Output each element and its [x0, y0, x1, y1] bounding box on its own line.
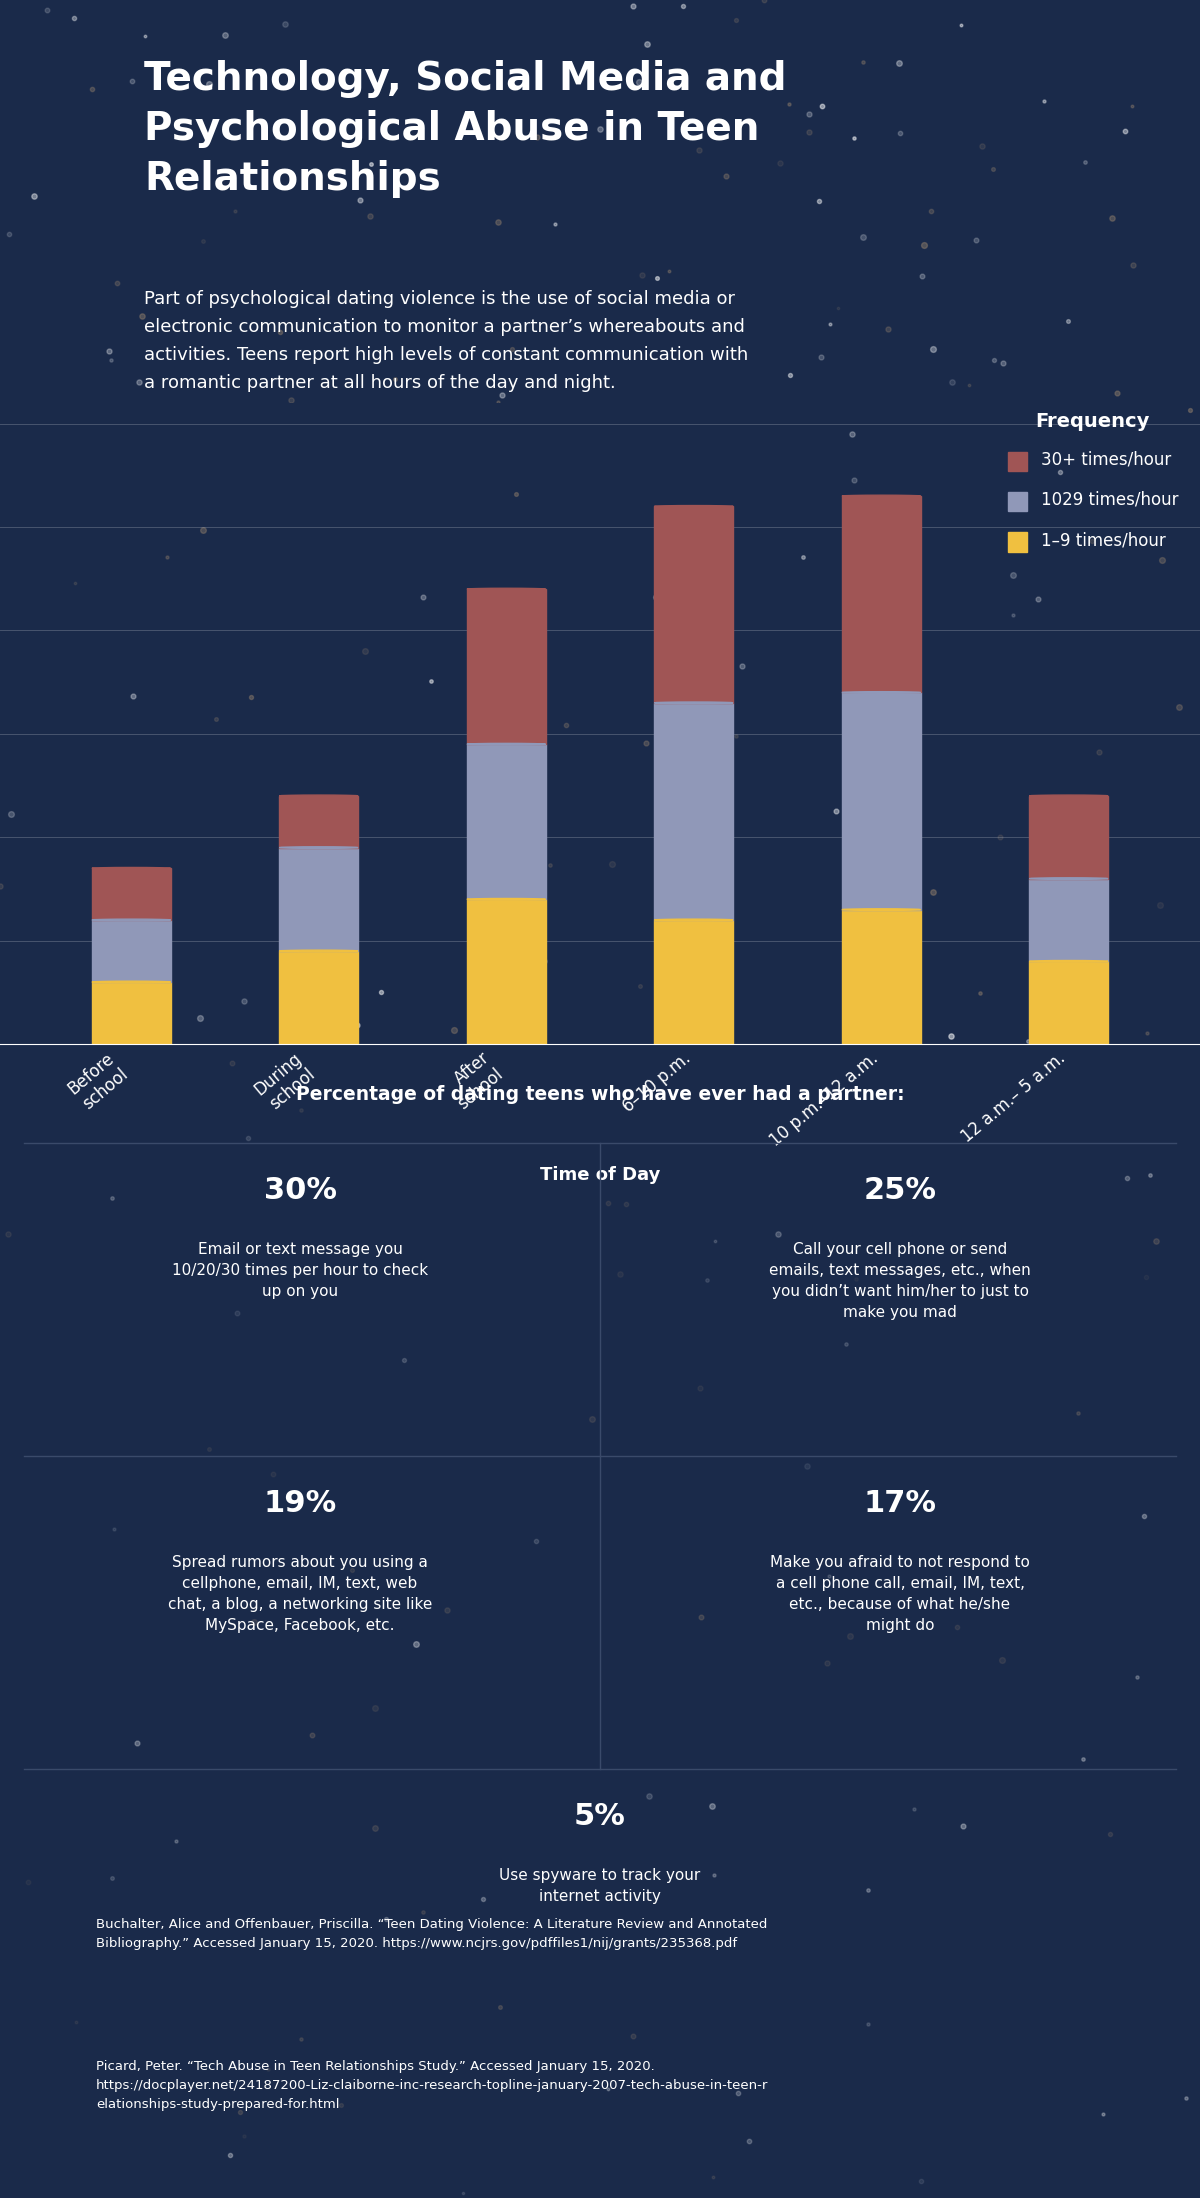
- Point: [208, 1024, 227, 1059]
- Bar: [842, 497, 920, 692]
- Point: [133, 1020, 152, 1055]
- Bar: [1030, 961, 1108, 1044]
- Point: [236, 1022, 256, 1057]
- Text: 17%: 17%: [864, 1490, 936, 1519]
- Point: [181, 1026, 200, 1062]
- Point: [178, 1026, 197, 1062]
- Legend: 30+ times/hour, 10 29 times/hour, 1–9 times/hour: 30+ times/hour, 10 29 times/hour, 1–9 ti…: [994, 398, 1192, 565]
- Point: [247, 1018, 266, 1053]
- Point: [222, 1026, 241, 1062]
- Point: [270, 1026, 289, 1062]
- Point: [256, 1018, 275, 1053]
- Point: [280, 1020, 299, 1055]
- Point: [301, 1026, 320, 1062]
- Point: [121, 1024, 140, 1059]
- Point: [254, 1018, 274, 1053]
- Point: [210, 1022, 229, 1057]
- Bar: [842, 692, 920, 910]
- Text: 5%: 5%: [574, 1802, 626, 1831]
- Bar: [842, 910, 920, 1044]
- Point: [143, 1020, 162, 1055]
- Bar: [1030, 879, 1108, 961]
- Point: [161, 1020, 180, 1055]
- Text: Call your cell phone or send
emails, text messages, etc., when
you didn’t want h: Call your cell phone or send emails, tex…: [769, 1242, 1031, 1319]
- Text: Technology, Social Media and
Psychological Abuse in Teen
Relationships: Technology, Social Media and Psychologic…: [144, 62, 786, 198]
- Point: [284, 1024, 304, 1059]
- Text: Spread rumors about you using a
cellphone, email, IM, text, web
chat, a blog, a : Spread rumors about you using a cellphon…: [168, 1556, 432, 1633]
- Point: [302, 1024, 322, 1059]
- Bar: [280, 796, 358, 848]
- Point: [206, 1024, 226, 1059]
- Text: Part of psychological dating violence is the use of social media or
electronic c: Part of psychological dating violence is…: [144, 290, 749, 391]
- Point: [124, 1022, 143, 1057]
- Point: [293, 1022, 312, 1057]
- Point: [198, 1024, 217, 1059]
- Point: [196, 1024, 215, 1059]
- Bar: [467, 745, 546, 899]
- Point: [154, 1018, 173, 1053]
- Bar: [467, 899, 546, 1044]
- Point: [193, 1026, 212, 1062]
- Text: Email or text message you
10/20/30 times per hour to check
up on you: Email or text message you 10/20/30 times…: [172, 1242, 428, 1299]
- Bar: [467, 589, 546, 745]
- Text: Use spyware to track your
internet activity: Use spyware to track your internet activ…: [499, 1868, 701, 1903]
- Point: [217, 1024, 236, 1059]
- Point: [293, 1022, 312, 1057]
- Point: [280, 1020, 299, 1055]
- Text: Percentage of dating teens who have ever had a partner:: Percentage of dating teens who have ever…: [295, 1086, 905, 1103]
- Text: Picard, Peter. “Tech Abuse in Teen Relationships Study.” Accessed January 15, 20: Picard, Peter. “Tech Abuse in Teen Relat…: [96, 2060, 768, 2110]
- Point: [286, 1026, 305, 1062]
- Bar: [654, 506, 733, 703]
- Point: [278, 1022, 298, 1057]
- Text: 19%: 19%: [263, 1490, 337, 1519]
- Bar: [92, 921, 170, 983]
- Text: Make you afraid to not respond to
a cell phone call, email, IM, text,
etc., beca: Make you afraid to not respond to a cell…: [770, 1556, 1030, 1633]
- Point: [293, 1018, 312, 1053]
- Bar: [92, 983, 170, 1044]
- Point: [155, 1022, 174, 1057]
- Point: [307, 1015, 326, 1051]
- Point: [268, 1024, 287, 1059]
- Point: [203, 1018, 222, 1053]
- Text: 30%: 30%: [264, 1176, 336, 1205]
- Point: [264, 1018, 283, 1053]
- Point: [152, 1026, 172, 1062]
- Point: [284, 1020, 304, 1055]
- Point: [306, 1022, 325, 1057]
- Point: [198, 1024, 217, 1059]
- Point: [238, 1020, 257, 1055]
- Point: [179, 1020, 198, 1055]
- Point: [287, 1018, 306, 1053]
- Bar: [280, 848, 358, 952]
- Point: [227, 1026, 246, 1062]
- Point: [188, 1020, 208, 1055]
- Point: [148, 1018, 167, 1053]
- Text: Buchalter, Alice and Offenbauer, Priscilla. “Teen Dating Violence: A Literature : Buchalter, Alice and Offenbauer, Priscil…: [96, 1917, 767, 1950]
- Point: [168, 1024, 187, 1059]
- Point: [233, 1020, 252, 1055]
- Text: 25%: 25%: [864, 1176, 936, 1205]
- Point: [188, 1020, 208, 1055]
- Bar: [654, 921, 733, 1044]
- Bar: [654, 703, 733, 921]
- Bar: [280, 952, 358, 1044]
- Point: [282, 1026, 301, 1062]
- Point: [222, 1022, 241, 1057]
- Point: [304, 1018, 323, 1053]
- Point: [265, 1024, 284, 1059]
- Bar: [92, 868, 170, 921]
- Point: [224, 1020, 244, 1055]
- Point: [160, 1026, 179, 1062]
- Point: [275, 1026, 294, 1062]
- Point: [178, 1024, 197, 1059]
- Bar: [1030, 796, 1108, 879]
- Point: [257, 1026, 276, 1062]
- Point: [169, 1022, 188, 1057]
- Point: [252, 1022, 271, 1057]
- X-axis label: Time of Day: Time of Day: [540, 1167, 660, 1185]
